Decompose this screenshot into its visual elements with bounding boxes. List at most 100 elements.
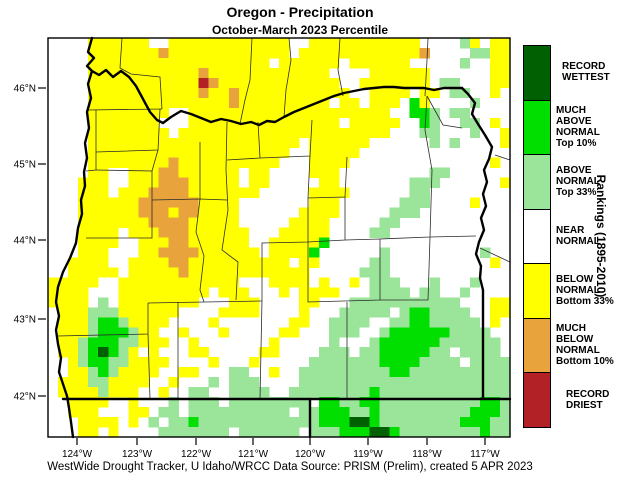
precip-cell	[379, 247, 390, 258]
precip-cell	[148, 247, 159, 258]
precip-cell	[439, 327, 451, 338]
precip-cell	[359, 297, 370, 308]
precip-cell	[289, 57, 300, 69]
precip-cell	[409, 177, 420, 188]
precip-cell	[349, 38, 360, 49]
precip-cell	[218, 207, 230, 218]
precip-cell	[108, 137, 119, 149]
precip-cell	[369, 57, 380, 69]
precip-cell	[148, 327, 159, 338]
precip-cell	[329, 357, 340, 368]
precip-cell	[118, 357, 129, 368]
precip-cell	[228, 107, 240, 119]
precip-cell	[279, 287, 290, 298]
precip-cell	[198, 147, 210, 159]
precip-cell	[168, 307, 179, 318]
precip-cell	[349, 107, 360, 119]
precip-cell	[248, 167, 260, 178]
precip-cell	[228, 87, 240, 99]
precip-cell	[439, 167, 451, 178]
precip-cell	[118, 297, 129, 308]
precip-cell	[339, 417, 350, 428]
precip-cell	[289, 277, 300, 288]
precip-cell	[168, 167, 179, 178]
precip-cell	[319, 97, 330, 109]
precip-cell	[399, 357, 410, 368]
precip-cell	[198, 227, 210, 238]
precip-cell	[108, 327, 119, 338]
precip-cell	[349, 57, 360, 69]
precip-cell	[258, 427, 270, 438]
precip-cell	[489, 157, 501, 169]
precip-cell	[399, 287, 410, 298]
precip-cell	[409, 187, 420, 198]
state-boundaries	[54, 36, 512, 439]
precip-cell	[248, 87, 260, 99]
precip-cell	[399, 337, 410, 348]
precip-cell	[148, 107, 159, 119]
precip-cell	[78, 297, 89, 308]
precip-cell	[188, 197, 199, 208]
precip-cell	[289, 87, 300, 99]
precip-cell	[148, 257, 159, 268]
precip-cell	[379, 127, 390, 139]
precip-cell	[218, 38, 230, 49]
precip-cell	[178, 137, 189, 149]
precip-cell	[359, 307, 370, 318]
precip-cell	[299, 107, 310, 119]
precip-cell	[319, 217, 330, 228]
county-boundary	[151, 149, 159, 172]
precip-cell	[279, 407, 290, 418]
precip-cell	[178, 127, 189, 139]
precip-cell	[238, 267, 250, 278]
precip-cell	[118, 157, 129, 169]
precip-cell	[168, 147, 179, 159]
longitude-tick-label: 124°W	[62, 449, 93, 460]
precip-cell	[489, 87, 501, 99]
precip-cell	[329, 417, 340, 428]
precip-cell	[58, 297, 69, 308]
precip-cell	[208, 57, 220, 69]
precip-cell	[289, 227, 300, 238]
precip-cell	[329, 87, 340, 99]
precip-cell	[479, 247, 491, 258]
precip-cell	[128, 227, 139, 238]
precip-cell	[319, 127, 330, 139]
precip-cell	[299, 57, 310, 69]
precip-cell	[268, 47, 280, 59]
precip-cell	[228, 147, 240, 159]
precip-cell	[188, 47, 199, 59]
precip-cell	[238, 67, 250, 79]
precip-cell	[128, 407, 139, 418]
precip-cell	[379, 38, 390, 49]
precip-cell	[178, 247, 189, 258]
precip-cell	[309, 187, 320, 198]
precip-cell	[138, 307, 149, 318]
precip-cell	[299, 397, 310, 408]
precip-cell	[238, 127, 250, 139]
precip-cell	[319, 417, 330, 428]
precip-cell	[188, 407, 199, 418]
precip-cell	[409, 97, 420, 109]
precip-cell	[78, 357, 89, 368]
precip-cell	[198, 287, 210, 298]
precip-cell	[399, 207, 410, 218]
precip-cell	[459, 57, 471, 69]
precip-cell	[128, 207, 139, 218]
precip-cell	[289, 267, 300, 278]
precip-cell	[369, 357, 380, 368]
precip-cell	[228, 267, 240, 278]
precip-cell	[279, 97, 290, 109]
precip-cell	[168, 187, 179, 198]
precip-cell	[78, 387, 89, 398]
precip-cell	[409, 107, 420, 119]
precip-cell	[98, 207, 109, 218]
precip-cell	[389, 427, 400, 438]
precip-cell	[88, 257, 99, 268]
precip-cell	[58, 327, 69, 338]
precip-cell	[268, 147, 280, 159]
precip-cell	[279, 67, 290, 79]
precip-cell	[258, 127, 270, 139]
precip-cell	[238, 87, 250, 99]
precip-cell	[479, 337, 491, 348]
